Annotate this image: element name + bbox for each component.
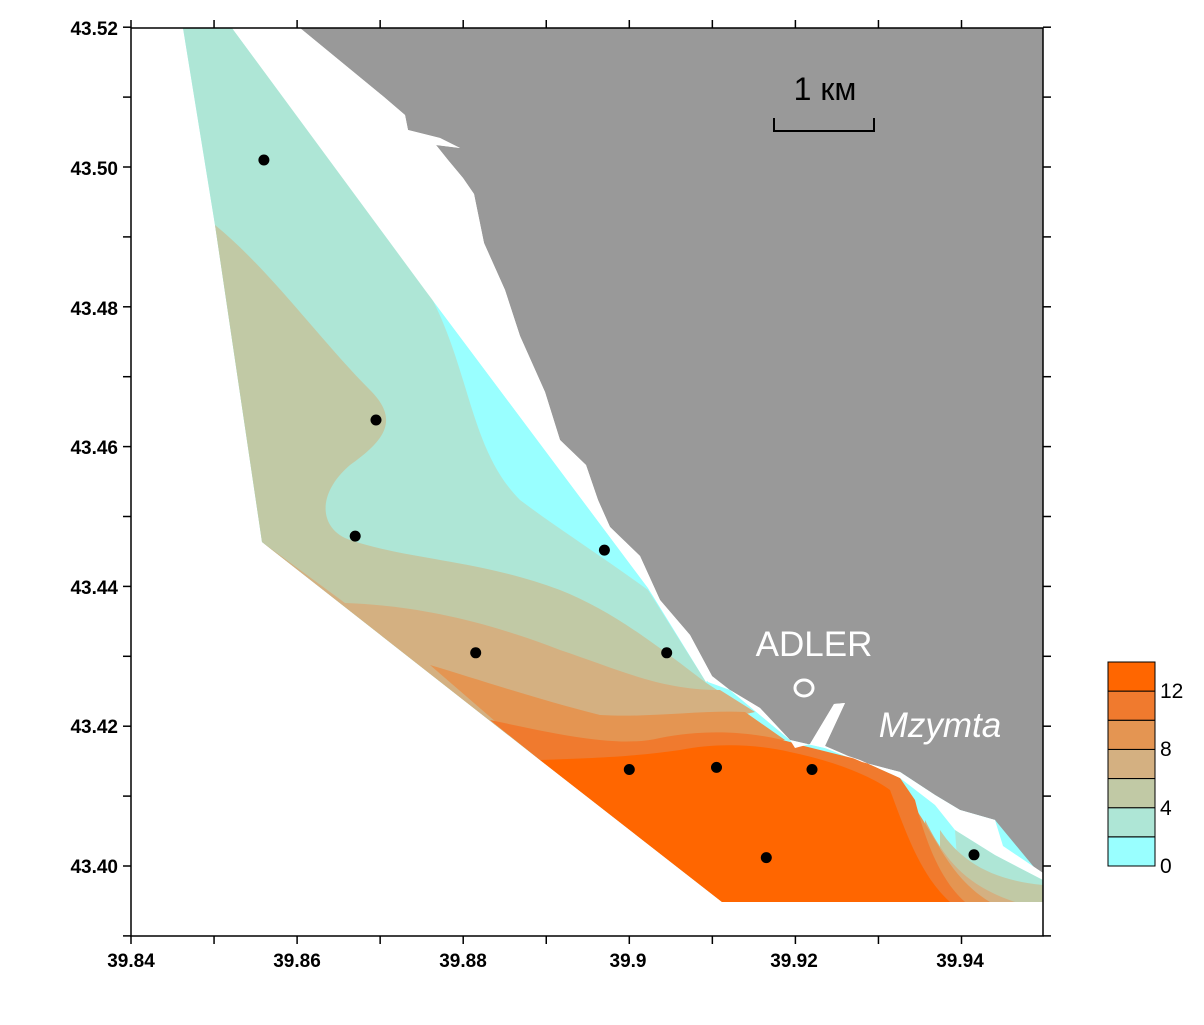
- x-tick-label: 39.88: [439, 951, 487, 972]
- y-tick-label: 43.52: [70, 19, 118, 40]
- y-tick-label: 43.46: [70, 438, 118, 459]
- legend-label: 4: [1160, 797, 1172, 820]
- legend-swatch: [1107, 690, 1156, 721]
- y-tick-label: 43.42: [70, 717, 118, 738]
- axis-ticks: [123, 20, 1051, 944]
- station-point: [598, 544, 610, 556]
- scale-bar-line: [773, 118, 875, 132]
- x-axis-labels: 39.84 39.86 39.88 39.9 39.92 39.94: [107, 951, 984, 972]
- map-frame: [130, 27, 1044, 937]
- legend-swatch: [1107, 778, 1156, 809]
- x-tick-label: 39.94: [936, 951, 984, 972]
- y-tick-label: 43.44: [70, 578, 118, 599]
- y-tick-label: 43.50: [70, 159, 118, 180]
- x-tick-label: 39.92: [770, 951, 818, 972]
- legend-swatches: [1107, 661, 1156, 867]
- band-6-8: [262, 542, 755, 760]
- legend-swatch: [1107, 836, 1156, 867]
- station-point: [470, 647, 482, 659]
- station-point: [760, 852, 772, 864]
- legend-swatch: [1107, 661, 1156, 692]
- station-point: [711, 761, 722, 773]
- legend-swatch: [1107, 748, 1156, 780]
- legend-label: 12: [1160, 680, 1183, 703]
- y-tick-label: 43.48: [70, 299, 118, 320]
- station-point: [370, 414, 382, 426]
- legend-label: 8: [1160, 738, 1172, 761]
- scale-bar: 1 км: [773, 71, 875, 132]
- river-label: Mzymta: [879, 706, 1002, 745]
- band-12-plus: [540, 745, 950, 902]
- scale-bar-label: 1 км: [794, 71, 857, 107]
- station-point: [258, 154, 270, 166]
- town-label: ADLER: [756, 625, 873, 664]
- color-legend: 12 8 4 0: [1107, 661, 1183, 878]
- legend-swatch: [1107, 807, 1156, 838]
- legend-swatch: [1107, 719, 1156, 750]
- x-tick-label: 39.84: [107, 951, 155, 972]
- x-tick-label: 39.86: [273, 951, 321, 972]
- adler-town-marker: [793, 678, 815, 698]
- y-tick-label: 43.40: [70, 857, 118, 878]
- station-point: [806, 764, 818, 775]
- station-point: [349, 530, 361, 542]
- y-axis-labels: 43.52 43.50 43.48 43.46 43.44 43.42 43.4…: [70, 19, 118, 878]
- band-4-6: [215, 225, 740, 760]
- sampling-stations: [258, 154, 980, 864]
- station-point: [968, 849, 980, 861]
- land-mass: [300, 28, 1043, 873]
- station-point: [623, 764, 635, 775]
- station-point: [661, 647, 673, 659]
- coastal-strip-south: [712, 676, 1043, 880]
- x-tick-label: 39.9: [610, 951, 647, 972]
- legend-label: 0: [1160, 855, 1172, 878]
